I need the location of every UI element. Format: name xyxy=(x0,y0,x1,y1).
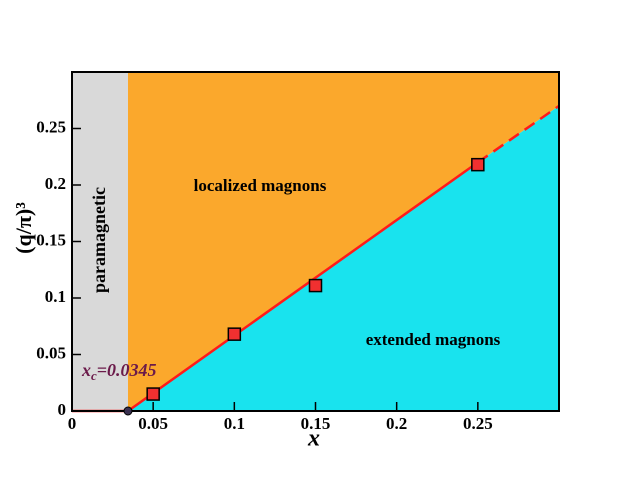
y-tick-label: 0.2 xyxy=(45,174,66,193)
localized-region xyxy=(128,72,559,411)
extrapolation-line xyxy=(477,104,560,164)
region-label: extended magnons xyxy=(366,330,501,349)
y-tick-label: 0.05 xyxy=(36,343,66,362)
y-axis-label: (q/π)³ xyxy=(11,202,36,254)
annotation-base: x xyxy=(81,360,91,380)
critical-point xyxy=(123,406,133,416)
x-tick-label: 0.15 xyxy=(301,414,331,433)
x-tick-label: 0.2 xyxy=(386,414,407,433)
data-point xyxy=(471,157,485,172)
y-tick-label: 0 xyxy=(58,400,67,419)
x-axis-label: x xyxy=(307,426,320,452)
x-tick-label: 0.05 xyxy=(138,414,168,433)
x-tick-label: 0.1 xyxy=(224,414,245,433)
data-point xyxy=(308,278,323,293)
y-tick-label: 0.15 xyxy=(36,230,66,249)
y-tick-label: 0.25 xyxy=(36,117,66,136)
y-tick-label: 0.1 xyxy=(45,287,66,306)
data-point xyxy=(227,327,242,341)
paramagnetic-region xyxy=(72,72,129,411)
region-label: paramagnetic xyxy=(89,187,109,293)
annotation: xc=0.0345 xyxy=(81,360,157,383)
annotation-sub: c xyxy=(91,368,97,383)
x-tick-label: 0 xyxy=(68,414,77,433)
region-label: localized magnons xyxy=(194,176,327,195)
data-point xyxy=(146,387,160,401)
annotation-rest: =0.0345 xyxy=(97,360,157,380)
x-tick-label: 0.25 xyxy=(463,414,493,433)
